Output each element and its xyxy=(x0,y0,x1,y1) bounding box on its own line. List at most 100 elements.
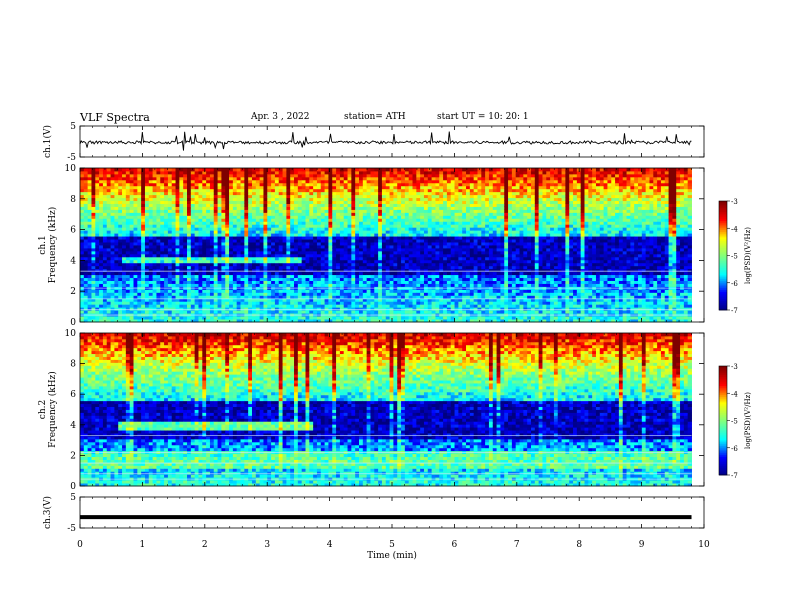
spectrogram-cell xyxy=(164,221,169,225)
spectrogram-cell xyxy=(290,289,295,293)
spectrogram-cell xyxy=(80,304,85,308)
spectrogram-cell xyxy=(324,265,329,270)
spectrogram-cell xyxy=(194,215,199,219)
spectrogram-cell xyxy=(267,280,272,284)
spectrogram-cell xyxy=(251,271,257,276)
spectrogram-cell xyxy=(190,168,196,172)
spectrogram-cell xyxy=(194,268,199,273)
spectrogram-cell xyxy=(351,197,356,202)
spectrogram-cell xyxy=(381,271,387,276)
spectrogram-cell xyxy=(114,310,119,314)
spectrogram-cell xyxy=(187,247,192,252)
spectrogram-cell xyxy=(217,206,222,210)
spectrogram-cell xyxy=(190,289,196,293)
spectrogram-cell xyxy=(122,274,127,279)
spectrogram-cell xyxy=(423,236,429,240)
spectrogram-cell xyxy=(297,200,303,204)
spectrogram-cell xyxy=(171,316,176,320)
spectrogram-cell xyxy=(110,301,115,305)
spectrogram-cell xyxy=(443,170,448,175)
spectrogram-cell xyxy=(187,203,192,207)
spectrogram-cell xyxy=(385,310,391,314)
spectrogram-cell xyxy=(232,253,238,258)
spectrogram-cell xyxy=(95,253,100,258)
spectrogram-cell xyxy=(355,247,360,252)
spectrogram-cell xyxy=(248,301,253,305)
spectrogram-cell xyxy=(194,277,199,281)
spectrogram-cell xyxy=(213,277,219,281)
spectrogram-cell xyxy=(370,221,375,225)
spectrogram-cell xyxy=(118,206,123,210)
spectrogram-cell xyxy=(286,212,291,216)
spectrogram-cell xyxy=(378,209,383,213)
spectrogram-cell xyxy=(167,194,173,199)
spectrogram-cell xyxy=(313,265,318,270)
spectrogram-cell xyxy=(408,247,413,252)
spectrogram-cell xyxy=(271,206,276,210)
spectrogram-cell xyxy=(404,236,410,240)
spectrogram-cell xyxy=(359,298,364,302)
spectrogram-cell xyxy=(309,301,314,305)
spectrogram-cell xyxy=(152,265,157,270)
spectrogram-cell xyxy=(137,227,142,231)
spectrogram-cell xyxy=(336,259,341,264)
spectrogram-cell xyxy=(248,168,253,172)
spectrogram-cell xyxy=(125,262,131,267)
spectrogram-cell xyxy=(83,194,89,199)
spectrogram-cell xyxy=(359,239,364,243)
spectrogram-cell xyxy=(401,289,406,293)
spectrogram-cell xyxy=(404,283,410,287)
spectrogram-cell xyxy=(110,245,115,249)
spectrogram-cell xyxy=(167,247,173,252)
spectrogram-cell xyxy=(229,307,234,311)
spectrogram-cell xyxy=(83,295,89,299)
spectrogram-cell xyxy=(328,206,333,210)
spectrogram-cell xyxy=(316,212,322,216)
spectrogram-cell xyxy=(263,247,268,252)
spectrogram-cell xyxy=(347,268,352,273)
spectrogram-cell xyxy=(229,203,234,207)
spectrogram-cell xyxy=(133,310,138,314)
spectrogram-cell xyxy=(179,274,184,279)
spectrogram-cell xyxy=(156,215,161,219)
spectrogram-cell xyxy=(385,194,391,199)
spectrogram-cell xyxy=(106,307,112,311)
spectrogram-cell xyxy=(221,227,226,231)
spectrogram-cell xyxy=(351,310,356,314)
spectrogram-cell xyxy=(213,173,219,178)
spectrogram-cell xyxy=(190,221,196,225)
spectrogram-cell xyxy=(167,200,173,204)
spectrogram-cell xyxy=(351,215,356,219)
spectrogram-cell xyxy=(397,203,402,207)
spectrogram-cell xyxy=(225,304,230,308)
spectrogram-cell xyxy=(259,200,264,204)
spectrogram-cell xyxy=(144,304,150,308)
spectrogram-cell xyxy=(397,215,402,219)
spectrogram-cell xyxy=(217,250,222,255)
spectrogram-cell xyxy=(137,310,142,314)
spectrogram-cell xyxy=(236,280,241,284)
spectrogram-cell xyxy=(324,262,329,267)
spectrogram-cell xyxy=(122,280,127,284)
spectrogram-cell xyxy=(221,245,226,249)
spectrogram-cell xyxy=(244,212,249,216)
spectrogram-cell xyxy=(294,262,299,267)
spectrogram-cell xyxy=(389,191,394,196)
spectrogram-cell xyxy=(301,206,306,210)
spectrogram-cell xyxy=(294,304,299,308)
spectrogram-cell xyxy=(244,242,249,246)
spectrogram-cell xyxy=(194,245,199,249)
spectrogram-cell xyxy=(336,283,341,287)
spectrogram-cell xyxy=(431,168,436,172)
spectrogram-cell xyxy=(339,188,345,193)
spectrogram-cell xyxy=(209,197,215,202)
spectrogram-cell xyxy=(412,307,417,311)
spectrogram-cell xyxy=(213,280,219,284)
spectrogram-cell xyxy=(351,247,356,252)
spectrogram-cell xyxy=(156,259,161,264)
spectrogram-cell xyxy=(244,301,249,305)
spectrogram-cell xyxy=(412,185,417,190)
spectrogram-cell xyxy=(110,271,115,276)
spectrogram-cell xyxy=(359,236,364,240)
spectrogram-cell xyxy=(91,274,96,279)
